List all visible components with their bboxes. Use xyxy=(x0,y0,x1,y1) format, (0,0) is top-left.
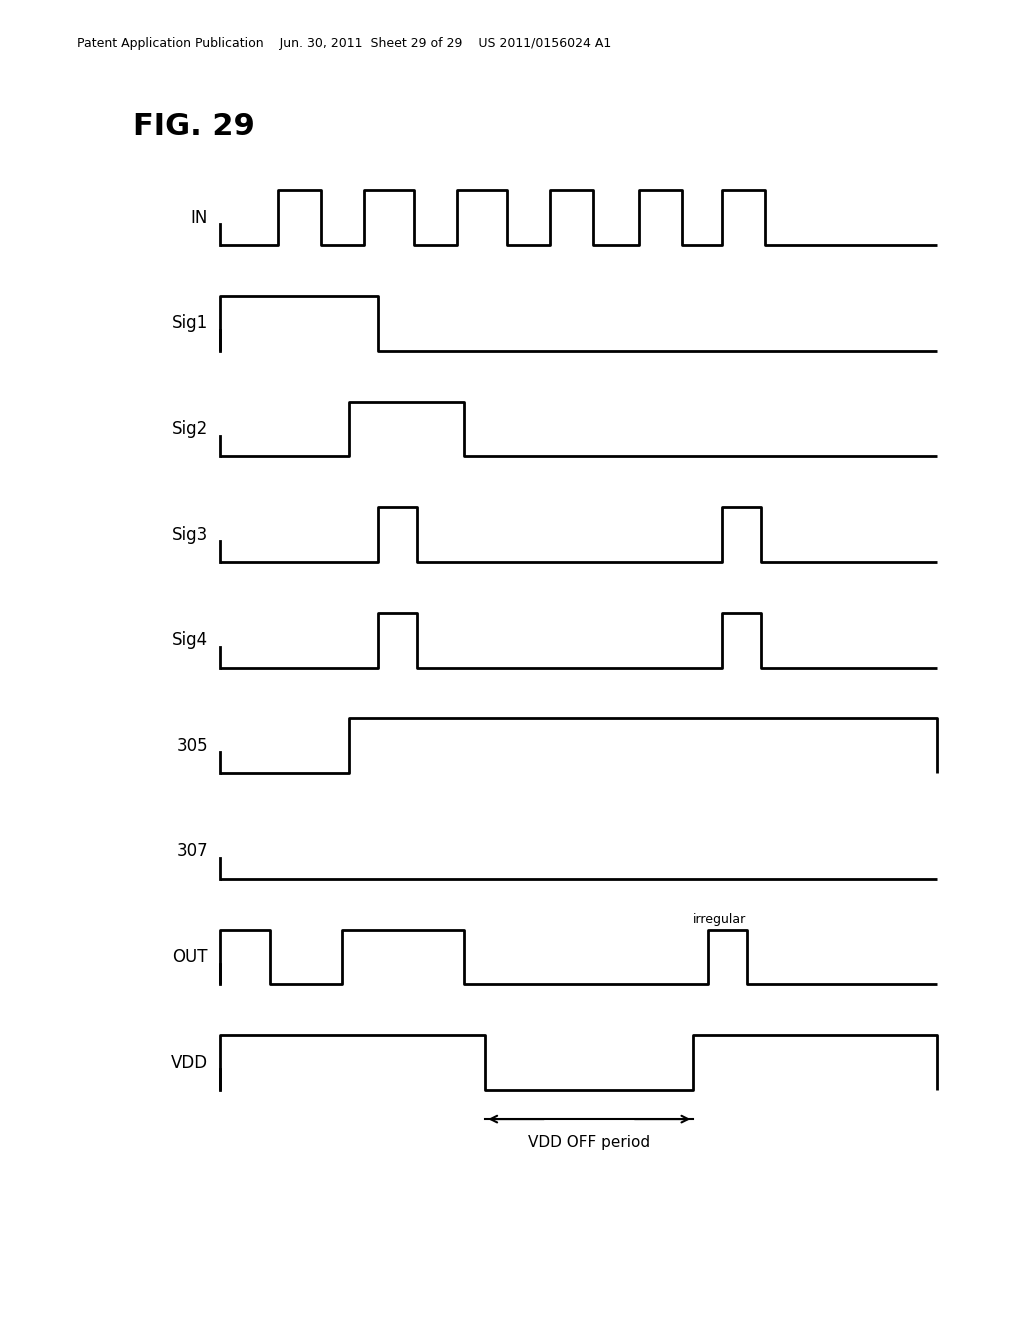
Text: Sig3: Sig3 xyxy=(172,525,208,544)
Text: OUT: OUT xyxy=(172,948,208,966)
Text: IN: IN xyxy=(190,209,208,227)
Text: 307: 307 xyxy=(176,842,208,861)
Text: Sig2: Sig2 xyxy=(172,420,208,438)
Text: VDD OFF period: VDD OFF period xyxy=(528,1135,650,1150)
Text: Sig4: Sig4 xyxy=(172,631,208,649)
Text: Sig1: Sig1 xyxy=(172,314,208,333)
Text: VDD: VDD xyxy=(171,1053,208,1072)
Text: irregular: irregular xyxy=(693,912,746,925)
Text: Patent Application Publication    Jun. 30, 2011  Sheet 29 of 29    US 2011/01560: Patent Application Publication Jun. 30, … xyxy=(77,37,611,50)
Text: 305: 305 xyxy=(176,737,208,755)
Text: FIG. 29: FIG. 29 xyxy=(133,112,255,141)
